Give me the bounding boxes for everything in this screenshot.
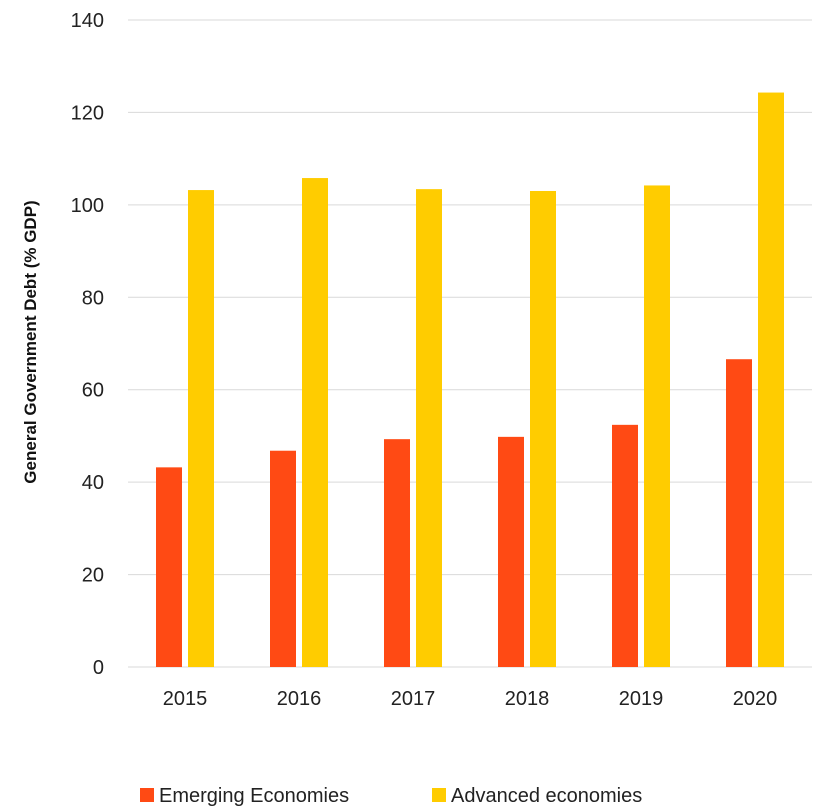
x-tick-label: 2019 [619, 688, 664, 710]
x-tick-label: 2020 [733, 688, 778, 710]
y-tick-label: 60 [82, 380, 104, 402]
bar-advanced-2019 [644, 185, 670, 667]
y-axis-ticks: 0 20 40 60 80 100 120 140 [71, 10, 104, 679]
x-axis-ticks: 2015 2016 2017 2018 2019 2020 [163, 688, 778, 710]
bar-emerging-2016 [270, 450, 296, 667]
x-tick-label: 2017 [391, 688, 436, 710]
bar-emerging-2015 [156, 467, 182, 667]
x-tick-label: 2018 [505, 688, 550, 710]
x-tick-label: 2015 [163, 688, 208, 710]
bar-emerging-2019 [612, 424, 638, 667]
bar-emerging-2017 [384, 439, 410, 667]
bar-advanced-2017 [416, 189, 442, 667]
legend: Emerging Economies Advanced economies [140, 785, 642, 807]
bar-advanced-2018 [530, 190, 556, 667]
y-tick-label: 80 [82, 287, 104, 309]
legend-swatch-emerging [140, 788, 154, 802]
legend-label-emerging: Emerging Economies [159, 785, 349, 807]
y-tick-label: 20 [82, 565, 104, 587]
y-tick-label: 0 [93, 657, 104, 679]
x-tick-label: 2016 [277, 688, 322, 710]
bar-emerging-2018 [498, 436, 524, 667]
y-tick-label: 100 [71, 195, 104, 217]
bar-advanced-2016 [302, 178, 328, 667]
y-axis-label: General Government Debt (% GDP) [21, 200, 40, 483]
gridlines [128, 19, 812, 668]
y-tick-label: 40 [82, 472, 104, 494]
y-tick-label: 120 [71, 102, 104, 124]
bars [156, 92, 784, 668]
bar-emerging-2020 [726, 359, 752, 667]
y-tick-label: 140 [71, 10, 104, 32]
legend-swatch-advanced [432, 788, 446, 802]
legend-label-advanced: Advanced economies [451, 785, 642, 807]
bar-advanced-2015 [188, 190, 214, 667]
bar-advanced-2020 [758, 92, 784, 668]
